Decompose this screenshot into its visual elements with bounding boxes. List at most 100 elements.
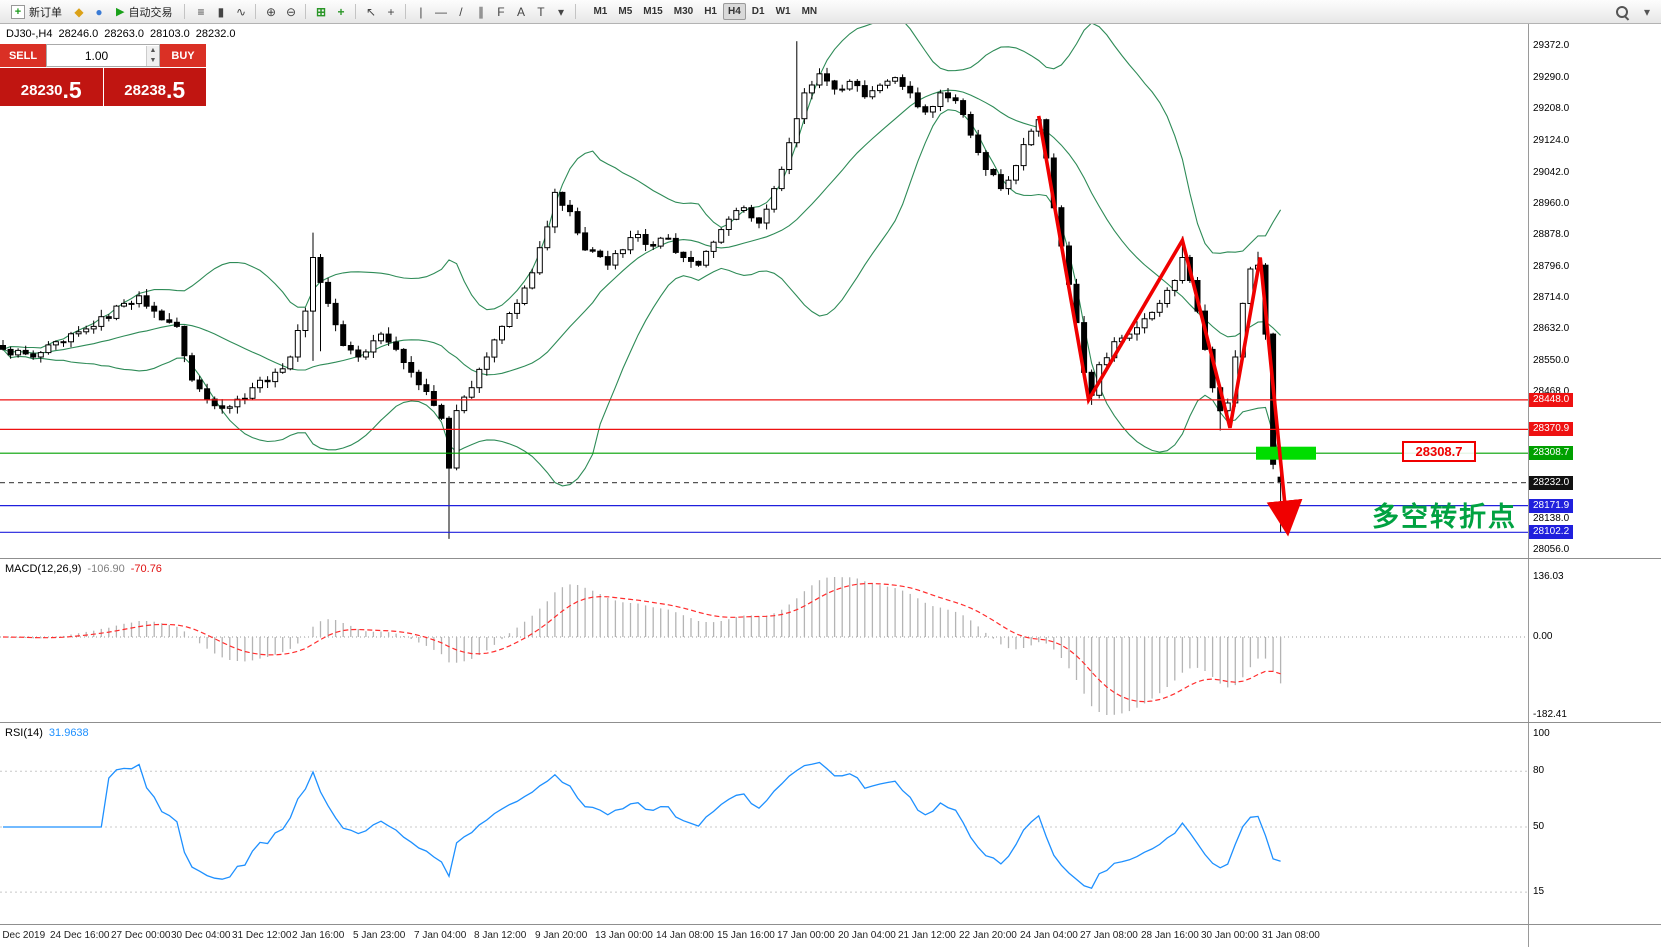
- new-order-button[interactable]: + 新订单: [5, 2, 68, 22]
- chart-info: DJ30-,H4 28246.0 28263.0 28103.0 28232.0: [6, 28, 236, 40]
- trendline-icon[interactable]: /: [459, 4, 463, 19]
- one-click-trading-panel: SELL 1.00 ▲ ▼ BUY 28230. 5 28238. 5: [0, 44, 206, 106]
- rsi-indicator-label: RSI(14) 31.9638: [5, 727, 89, 739]
- rsi-chart[interactable]: [0, 724, 1528, 924]
- price-axis-label: 28714.0: [1533, 292, 1570, 303]
- price-axis-label: 28960.0: [1533, 198, 1570, 209]
- horizontal-line-icon[interactable]: —: [434, 4, 447, 19]
- shapes-icon[interactable]: ▾: [557, 4, 564, 19]
- zoom-in-icon[interactable]: ⊕: [265, 4, 276, 19]
- macd-axis-label: 136.03: [1533, 571, 1564, 582]
- time-axis-label: 31 Jan 08:00: [1262, 930, 1320, 941]
- search-icon[interactable]: [1614, 4, 1630, 20]
- rsi-axis-label: 80: [1533, 765, 1545, 776]
- timeframe-d1[interactable]: D1: [751, 6, 765, 17]
- timeframe-m30[interactable]: M30: [673, 6, 694, 17]
- volume-up-button[interactable]: ▲: [147, 45, 159, 56]
- volume-field[interactable]: 1.00 ▲ ▼: [46, 44, 160, 67]
- toolbar-separator: [305, 4, 307, 19]
- price-callout-label: 28308.7: [1402, 441, 1476, 462]
- vertical-line-icon[interactable]: |: [419, 4, 423, 19]
- macd-axis-label: 0.00: [1533, 631, 1553, 642]
- time-axis-label: 27 Jan 08:00: [1080, 930, 1138, 941]
- time-axis-label: 13 Jan 00:00: [595, 930, 653, 941]
- price-level-tag: 28232.0: [1529, 476, 1574, 490]
- auto-trading-button[interactable]: ▶ 自动交易: [110, 2, 178, 22]
- time-axis-label: 3 Dec 2019: [0, 930, 46, 941]
- timeframe-m1[interactable]: M1: [593, 6, 608, 17]
- toolbars-menu-icon[interactable]: ▾: [1643, 4, 1651, 19]
- time-axis-label: 30 Dec 04:00: [171, 930, 231, 941]
- bar-chart-icon[interactable]: ≡: [197, 4, 205, 19]
- price-axis-label: 28056.0: [1533, 544, 1570, 555]
- time-axis-label: 24 Dec 16:00: [50, 930, 110, 941]
- time-axis-label: 21 Jan 12:00: [898, 930, 956, 941]
- panel-splitter[interactable]: [0, 558, 1661, 559]
- tool-icon-group: ≡ ▮ ∿ ⊕ ⊖ ⊞ + ↖ + | — / ∥ F A T ▾: [191, 2, 580, 21]
- buy-button[interactable]: BUY: [160, 44, 206, 67]
- time-axis-label: 5 Jan 23:00: [353, 930, 406, 941]
- price-axis-label: 29124.0: [1533, 135, 1570, 146]
- time-axis-label: 9 Jan 20:00: [535, 930, 588, 941]
- toolbar-separator: [355, 4, 357, 19]
- price-axis-label: 29042.0: [1533, 167, 1570, 178]
- panel-splitter[interactable]: [0, 722, 1661, 723]
- timeframe-m5[interactable]: M5: [618, 6, 633, 17]
- price-axis-label: 28878.0: [1533, 229, 1570, 240]
- toolbar-separator: [255, 4, 257, 19]
- crosshair-icon[interactable]: +: [387, 4, 395, 19]
- timeframe-w1[interactable]: W1: [775, 6, 791, 17]
- rsi-axis-label: 15: [1533, 886, 1545, 897]
- ohlc-low: 28103.0: [150, 28, 190, 40]
- time-axis-label: 30 Jan 00:00: [1201, 930, 1259, 941]
- volume-value[interactable]: 1.00: [84, 48, 109, 63]
- time-axis-label: 28 Jan 16:00: [1141, 930, 1199, 941]
- price-level-tag: 28308.7: [1529, 446, 1574, 460]
- timeframe-toolbar: M1 M5 M15 M30 H1 H4 D1 W1 MN: [588, 3, 822, 20]
- timeframe-h1[interactable]: H1: [704, 6, 717, 17]
- rsi-axis-label: 50: [1533, 821, 1545, 832]
- text-icon[interactable]: A: [516, 4, 525, 19]
- sell-button[interactable]: SELL: [0, 44, 46, 67]
- label-icon[interactable]: T: [537, 4, 545, 19]
- rsi-axis-label: 100: [1533, 728, 1550, 739]
- community-icon[interactable]: ●: [95, 4, 103, 19]
- macd-signal-value: -70.76: [130, 563, 162, 575]
- time-axis-label: 31 Dec 12:00: [232, 930, 292, 941]
- volume-down-button[interactable]: ▼: [147, 55, 159, 66]
- macd-chart[interactable]: [0, 560, 1528, 722]
- timeframe-mn[interactable]: MN: [801, 6, 818, 17]
- timeframe-h4[interactable]: H4: [722, 3, 746, 20]
- price-level-tag: 28448.0: [1529, 393, 1574, 407]
- fibonacci-icon[interactable]: F: [497, 4, 505, 19]
- price-axis-label: 29372.0: [1533, 40, 1570, 51]
- price-axis[interactable]: 29372.0 29290.0 29208.0 29124.0 29042.0 28960…: [1528, 24, 1661, 947]
- rsi-value: 31.9638: [48, 727, 89, 739]
- toolbar-separator: [405, 4, 407, 19]
- cursor-icon[interactable]: ↖: [365, 4, 376, 19]
- macd-indicator-label: MACD(12,26,9) -106.90 -70.76: [5, 563, 162, 575]
- zoom-out-icon[interactable]: ⊖: [285, 4, 296, 19]
- price-axis-label: 28796.0: [1533, 261, 1570, 272]
- channel-icon[interactable]: ∥: [477, 4, 484, 19]
- indicators-icon[interactable]: +: [337, 4, 345, 19]
- market-icon[interactable]: ◆: [74, 4, 84, 19]
- tile-windows-icon[interactable]: ⊞: [315, 4, 326, 19]
- time-axis-label: 7 Jan 04:00: [414, 930, 467, 941]
- auto-trading-label: 自动交易: [128, 6, 173, 19]
- new-order-icon: +: [11, 4, 25, 19]
- play-icon: ▶: [116, 6, 125, 18]
- candlestick-chart-icon[interactable]: ▮: [217, 4, 225, 19]
- sell-price-display[interactable]: 28230. 5: [0, 68, 103, 106]
- time-axis-label: 27 Dec 00:00: [111, 930, 171, 941]
- price-axis-label: 29208.0: [1533, 103, 1570, 114]
- price-chart[interactable]: [0, 24, 1528, 558]
- line-chart-icon[interactable]: ∿: [235, 4, 246, 19]
- panel-splitter[interactable]: [0, 924, 1661, 925]
- buy-price-display[interactable]: 28238. 5: [103, 68, 206, 106]
- price-axis-label: 28138.0: [1533, 513, 1570, 524]
- timeframe-m15[interactable]: M15: [643, 6, 663, 17]
- time-axis-label: 2 Jan 16:00: [292, 930, 345, 941]
